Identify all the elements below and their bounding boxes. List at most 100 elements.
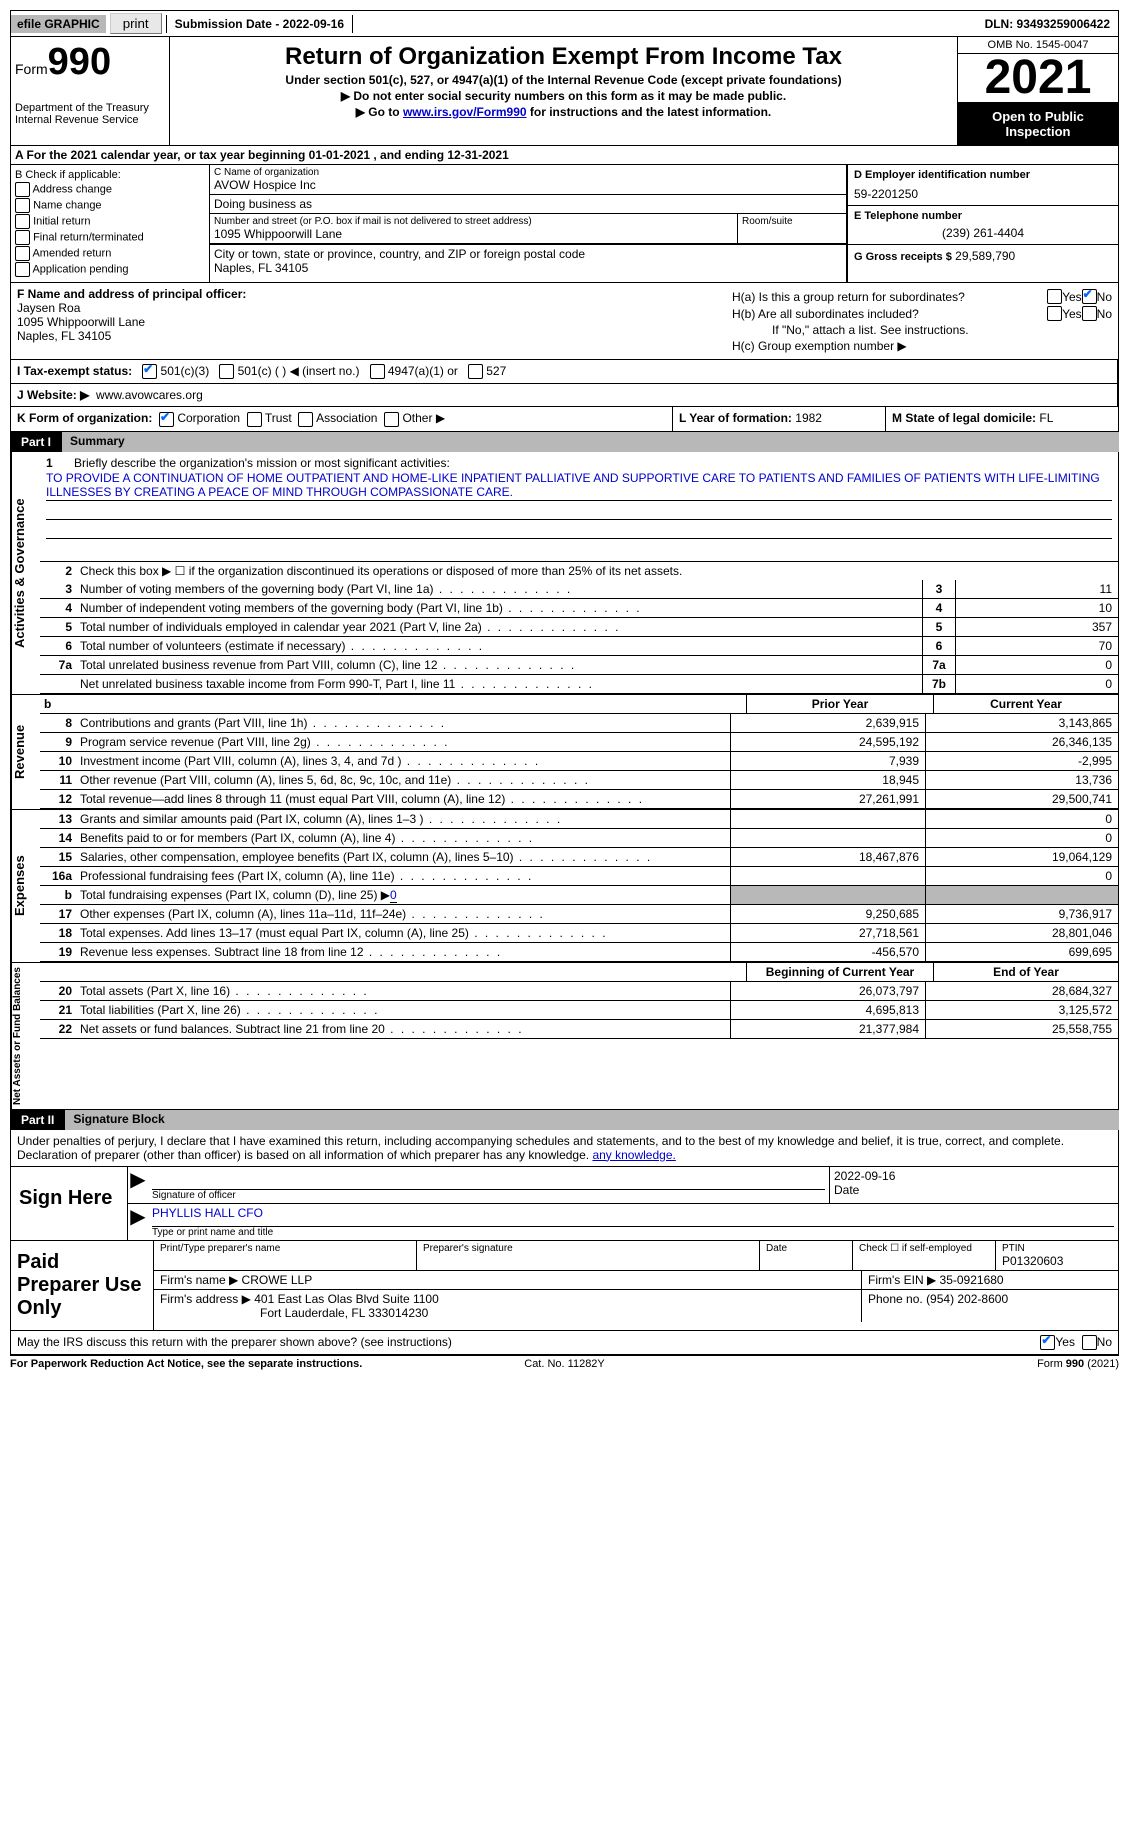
foot-left: For Paperwork Reduction Act Notice, see … [10,1358,380,1370]
firm-phone-label: Phone no. [868,1292,923,1306]
block-b-through-g: B Check if applicable: Address change Na… [10,165,1119,283]
dln-label: DLN: 93493259006422 [977,15,1118,33]
year-formed-label: L Year of formation: [679,411,792,425]
summary-line: 21Total liabilities (Part X, line 26)4,6… [40,1001,1118,1020]
firm-name-label: Firm's name ▶ [160,1273,238,1287]
sig-date: 2022-09-16 [834,1169,1114,1183]
mission-block: 1Briefly describe the organization's mis… [40,452,1118,562]
paid-preparer-block: Paid Preparer Use Only Print/Type prepar… [10,1241,1119,1331]
footer: For Paperwork Reduction Act Notice, see … [10,1355,1119,1372]
part-2-num: Part II [10,1110,65,1130]
firm-ein-label: Firm's EIN ▶ [868,1273,936,1287]
tax-year: 2021 [958,54,1118,103]
c-name-label: C Name of organization [214,167,842,178]
current-year-hdr: Current Year [933,695,1118,713]
status-501c3: 501(c)(3) [161,364,210,378]
discuss-question: May the IRS discuss this return with the… [17,1335,452,1349]
summary-line: 6Total number of volunteers (estimate if… [40,637,1118,656]
org-corp: Corporation [177,411,240,425]
row-j: J Website: ▶ www.avowcares.org [10,384,1119,407]
vtab-activities: Activities & Governance [11,452,40,694]
beginning-year-hdr: Beginning of Current Year [746,963,933,981]
sig-arrow-icon: ▶ [128,1167,148,1203]
mission-text: TO PROVIDE A CONTINUATION OF HOME OUTPAT… [46,470,1112,501]
summary-line: 3Number of voting members of the governi… [40,580,1118,599]
any-knowledge-link[interactable]: any knowledge. [592,1148,675,1162]
signature-declaration: Under penalties of perjury, I declare th… [10,1130,1119,1167]
b-opt-name: Name change [33,199,102,211]
hb-question: H(b) Are all subordinates included? [732,307,1047,321]
line-a: A For the 2021 calendar year, or tax yea… [10,146,1119,165]
website-value: www.avowcares.org [96,388,203,402]
form-title: Return of Organization Exempt From Incom… [174,43,953,71]
room-label: Room/suite [742,216,842,227]
status-501c: 501(c) ( ) ◀ (insert no.) [238,364,360,378]
sign-here-label: Sign Here [11,1167,128,1240]
summary-line: 4Number of independent voting members of… [40,599,1118,618]
foot-center: Cat. No. 11282Y [380,1358,750,1370]
dept-label: Department of the Treasury Internal Reve… [15,102,165,126]
dba-label: Doing business as [214,197,842,211]
vtab-expenses: Expenses [11,810,40,962]
top-bar: efile GRAPHIC print Submission Date - 20… [10,10,1119,37]
row-k-l-m: K Form of organization: Corporation Trus… [10,407,1119,431]
print-button[interactable]: print [110,13,162,34]
revenue-header-row: b Prior Year Current Year [40,695,1118,714]
ein-value: 59-2201250 [854,187,1112,201]
org-assoc: Association [316,411,377,425]
summary-line: 10Investment income (Part VIII, column (… [40,752,1118,771]
b-title: B Check if applicable: [15,169,205,181]
summary-line: 12Total revenue—add lines 8 through 11 (… [40,790,1118,809]
vtab-netassets: Net Assets or Fund Balances [11,963,40,1109]
firm-phone: (954) 202-8600 [926,1292,1008,1306]
org-name: AVOW Hospice Inc [214,178,842,192]
summary-line: 16aProfessional fundraising fees (Part I… [40,867,1118,886]
city-label: City or town, state or province, country… [214,247,842,261]
ptin-value: P01320603 [1002,1254,1112,1268]
irs-link[interactable]: www.irs.gov/Form990 [403,105,527,119]
hc-question: H(c) Group exemption number ▶ [732,339,907,353]
instruction-2: ▶ Go to www.irs.gov/Form990 for instruct… [174,105,953,119]
row-i: I Tax-exempt status: 501(c)(3) 501(c) ( … [10,360,1119,384]
summary-line: Net unrelated business taxable income fr… [40,675,1118,694]
b-opt-initial: Initial return [33,215,90,227]
prior-year-hdr: Prior Year [746,695,933,713]
signer-name: PHYLLIS HALL CFO [152,1206,1114,1227]
org-other: Other ▶ [402,411,445,425]
col-d-e-g: D Employer identification number 59-2201… [846,165,1118,282]
form-org-label: K Form of organization: [17,411,152,425]
ptin-label: PTIN [1002,1243,1112,1254]
summary-line: 7aTotal unrelated business revenue from … [40,656,1118,675]
firm-name: CROWE LLP [242,1273,313,1287]
part-1-header: Part I Summary [10,432,1119,452]
firm-addr1: 401 East Las Olas Blvd Suite 1100 [254,1292,439,1306]
end-year-hdr: End of Year [933,963,1118,981]
sign-here-block: Sign Here ▶ Signature of officer 2022-09… [10,1167,1119,1241]
col-c: C Name of organization AVOW Hospice Inc … [210,165,846,282]
status-527: 527 [486,364,506,378]
summary-line: 13Grants and similar amounts paid (Part … [40,810,1118,829]
firm-addr-label: Firm's address ▶ [160,1292,251,1306]
summary-line: 20Total assets (Part X, line 16)26,073,7… [40,982,1118,1001]
firm-ein: 35-0921680 [940,1273,1004,1287]
sig-date-label: Date [834,1183,1114,1197]
b-opt-final: Final return/terminated [33,231,144,243]
addr-label: Number and street (or P.O. box if mail i… [214,216,733,227]
phone-value: (239) 261-4404 [854,226,1112,240]
line-16b: b Total fundraising expenses (Part IX, c… [40,886,1118,905]
summary-line: 17Other expenses (Part IX, column (A), l… [40,905,1118,924]
part-2-header: Part II Signature Block [10,1110,1119,1130]
summary-line: 5Total number of individuals employed in… [40,618,1118,637]
summary-line: 11Other revenue (Part VIII, column (A), … [40,771,1118,790]
foot-right: Form 990 (2021) [749,1358,1119,1370]
summary-line: 9Program service revenue (Part VIII, lin… [40,733,1118,752]
prep-sig-label: Preparer's signature [423,1243,753,1254]
domicile-state: FL [1039,411,1053,425]
net-assets-section: Net Assets or Fund Balances Beginning of… [10,963,1119,1110]
prep-self-label: Check ☐ if self-employed [859,1243,989,1254]
activities-governance-section: Activities & Governance 1Briefly describ… [10,452,1119,695]
gross-label: G Gross receipts $ [854,251,952,263]
officer-city: Naples, FL 34105 [17,329,720,343]
form-header: Form990 Department of the Treasury Inter… [10,37,1119,146]
firm-addr2: Fort Lauderdale, FL 333014230 [160,1306,855,1320]
